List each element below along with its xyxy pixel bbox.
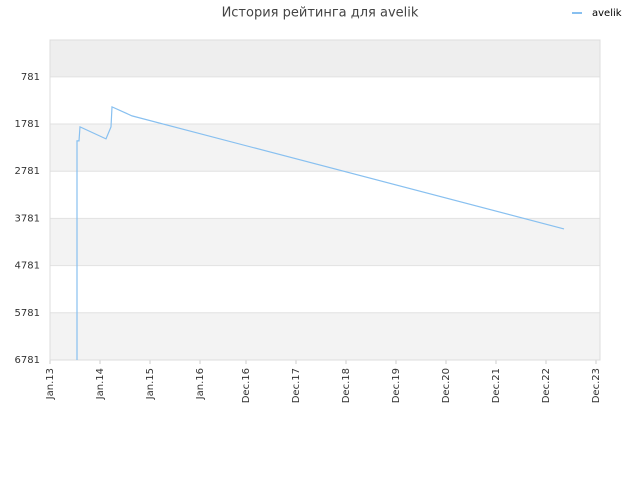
band [50,40,600,77]
legend-label: avelik [592,8,622,19]
chart-title: История рейтинга для avelik [222,6,419,21]
x-tick-label: Dec.22 [541,368,552,403]
plot-area [49,39,601,361]
x-tick-label: Dec.17 [291,368,302,403]
y-tick-label: 5781 [15,308,40,319]
band [50,312,600,360]
plot-border [49,39,601,361]
y-tick-label: 6781 [15,355,40,366]
x-tick-label: Jan.16 [195,368,206,400]
x-tick-label: Jan.14 [95,368,106,400]
y-tick-label: 781 [21,72,40,83]
band [50,218,600,266]
y-tick-label: 2781 [15,166,40,177]
x-tick-label: Dec.19 [391,368,402,403]
x-tick-label: Jan.13 [45,368,56,400]
x-tick-label: Jan.15 [145,368,156,400]
band [50,124,600,172]
x-tick-label: Dec.18 [341,368,352,403]
line [76,105,565,360]
y-tick-label: 4781 [15,261,40,272]
y-tick-label: 1781 [15,119,40,130]
x-tick-label: Dec.21 [491,368,502,403]
y-tick-label: 3781 [15,213,40,224]
x-tick-label: Dec.23 [591,368,602,403]
x-tick-label: Dec.16 [241,368,252,403]
x-tick-label: Dec.20 [441,368,452,403]
